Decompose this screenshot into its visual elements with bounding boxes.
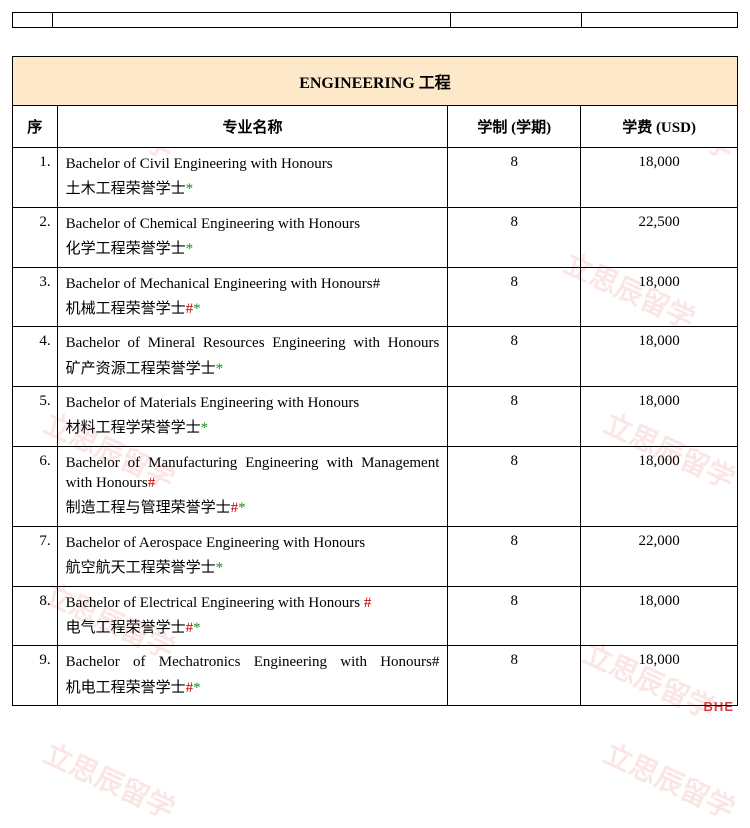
row-duration: 8 [448,207,581,267]
row-duration: 8 [448,446,581,526]
col-name-header: 专业名称 [57,106,448,148]
watermark: 立思辰留学 [38,732,182,827]
program-name-zh: 机械工程荣誉学士#* [66,298,440,321]
program-name-zh: 土木工程荣誉学士* [66,178,440,201]
hash-mark: # [364,595,372,611]
row-duration: 8 [448,148,581,208]
row-name: Bachelor of Chemical Engineering with Ho… [57,207,448,267]
program-name-en: Bachelor of Aerospace Engineering with H… [66,533,440,553]
star-mark: * [193,680,201,696]
star-mark: * [216,560,224,576]
row-duration: 8 [448,387,581,447]
row-duration: 8 [448,267,581,327]
row-fee: 18,000 [581,267,738,327]
table-row: 6.Bachelor of Manufacturing Engineering … [13,446,738,526]
program-name-zh: 制造工程与管理荣誉学士#* [66,497,440,520]
stub-row [13,13,738,28]
table-header-row: 序 专业名称 学制 (学期) 学费 (USD) [13,106,738,148]
row-seq: 9. [13,646,58,706]
hash-mark: # [231,500,239,516]
engineering-table: ENGINEERING 工程 序 专业名称 学制 (学期) 学费 (USD) 1… [12,56,738,706]
hash-mark: # [186,620,194,636]
star-mark: * [216,361,224,377]
table-row: 2. Bachelor of Chemical Engineering with … [13,207,738,267]
program-name-en: Bachelor of Mechanical Engineering with … [66,274,440,294]
program-name-zh: 电气工程荣誉学士#* [66,617,440,640]
program-name-zh: 机电工程荣誉学士#* [66,677,440,700]
row-seq: 6. [13,446,58,526]
row-name: Bachelor of Manufacturing Engineering wi… [57,446,448,526]
star-mark: * [186,241,194,257]
row-fee: 18,000 [581,387,738,447]
star-mark: * [186,181,194,197]
row-name: Bachelor of Mechanical Engineering with … [57,267,448,327]
table-title: ENGINEERING 工程 [13,57,738,106]
star-mark: * [193,301,201,317]
program-name-en: Bachelor of Civil Engineering with Honou… [66,154,440,174]
program-name-zh: 矿产资源工程荣誉学士* [66,358,440,381]
program-name-zh: 材料工程学荣誉学士* [66,417,440,440]
star-mark: * [238,500,246,516]
program-name-en: Bachelor of Mechatronics Engineering wit… [66,652,440,672]
table-row: 4. Bachelor of Mineral Resources Engineer… [13,327,738,387]
program-name-zh: 航空航天工程荣誉学士* [66,557,440,580]
row-seq: 7. [13,526,58,586]
row-seq: 5. [13,387,58,447]
row-fee: 18,000 [581,148,738,208]
col-dur-header: 学制 (学期) [448,106,581,148]
program-name-zh: 化学工程荣誉学士* [66,238,440,261]
hash-mark: # [186,301,194,317]
row-fee: 22,000 [581,526,738,586]
table-title-row: ENGINEERING 工程 [13,57,738,106]
watermark: 立思辰留学 [598,732,742,827]
row-duration: 8 [448,586,581,646]
row-name: Bachelor of Aerospace Engineering with H… [57,526,448,586]
row-fee: 22,500 [581,207,738,267]
col-seq-header: 序 [13,106,58,148]
row-fee: 18,000 [581,646,738,706]
hash-mark: # [186,680,194,696]
table-row: 8. Bachelor of Electrical Engineering wit… [13,586,738,646]
program-name-en: Bachelor of Mineral Resources Engineerin… [66,333,440,353]
previous-table-stub [12,12,738,28]
row-fee: 18,000 [581,446,738,526]
table-row: 5. Bachelor of Materials Engineering with… [13,387,738,447]
program-name-en: Bachelor of Chemical Engineering with Ho… [66,214,440,234]
row-name: Bachelor of Civil Engineering with Honou… [57,148,448,208]
row-fee: 18,000 [581,586,738,646]
program-name-en: Bachelor of Manufacturing Engineering wi… [66,453,440,494]
row-duration: 8 [448,526,581,586]
row-seq: 4. [13,327,58,387]
program-name-en: Bachelor of Materials Engineering with H… [66,393,440,413]
row-seq: 2. [13,207,58,267]
hash-mark: # [148,475,156,491]
table-row: 1. Bachelor of Civil Engineering with Hon… [13,148,738,208]
row-name: Bachelor of Mechatronics Engineering wit… [57,646,448,706]
row-seq: 3. [13,267,58,327]
row-seq: 8. [13,586,58,646]
row-fee: 18,000 [581,327,738,387]
program-name-en: Bachelor of Electrical Engineering with … [66,593,440,613]
row-name: Bachelor of Electrical Engineering with … [57,586,448,646]
star-mark: * [193,620,201,636]
row-duration: 8 [448,646,581,706]
row-name: Bachelor of Mineral Resources Engineerin… [57,327,448,387]
row-seq: 1. [13,148,58,208]
table-row: 7. Bachelor of Aerospace Engineering with… [13,526,738,586]
table-row: 3. Bachelor of Mechanical Engineering wit… [13,267,738,327]
row-duration: 8 [448,327,581,387]
row-name: Bachelor of Materials Engineering with H… [57,387,448,447]
star-mark: * [201,420,209,436]
col-fee-header: 学费 (USD) [581,106,738,148]
table-row: 9. Bachelor of Mechatronics Engineering w… [13,646,738,706]
